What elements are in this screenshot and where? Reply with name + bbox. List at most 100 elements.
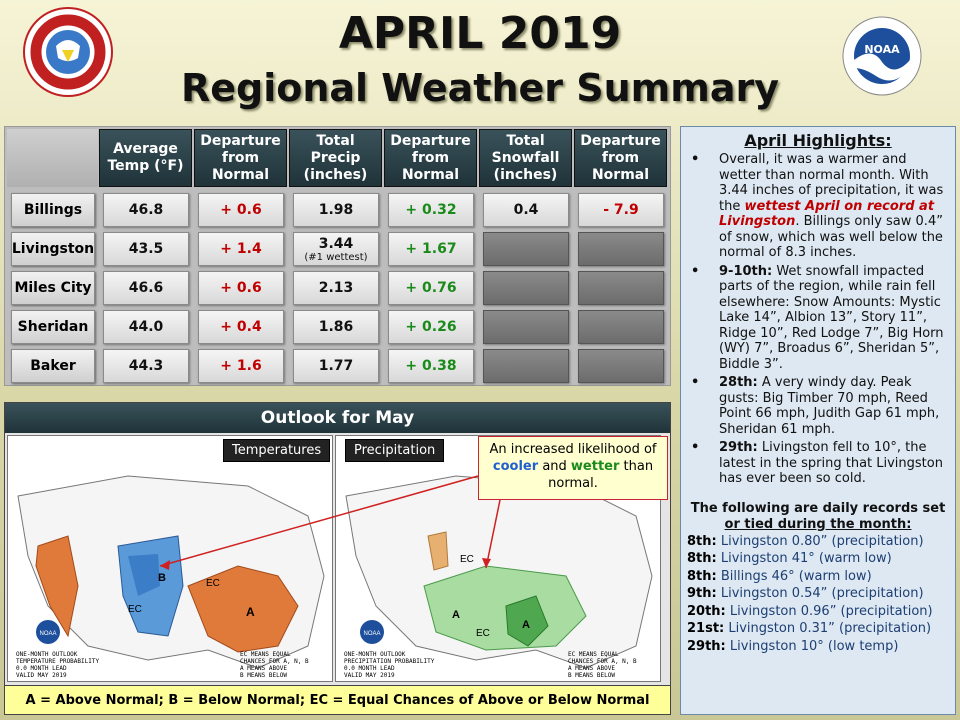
svg-text:A MEANS ABOVE: A MEANS ABOVE: [568, 665, 615, 672]
temp-departure-cell: + 0.6: [198, 271, 284, 305]
snow-departure-cell-empty: [578, 232, 664, 266]
snow-departure-cell: - 7.9: [578, 193, 664, 227]
svg-text:A MEANS ABOVE: A MEANS ABOVE: [240, 665, 287, 672]
svg-text:NOAA: NOAA: [864, 43, 900, 56]
precip-departure-cell: + 0.76: [388, 271, 474, 305]
precip-departure-cell: + 0.38: [388, 349, 474, 383]
svg-text:VALID MAY 2019: VALID MAY 2019: [16, 672, 67, 679]
highlights-title: April Highlights:: [744, 131, 892, 150]
page-title: APRIL 2019: [338, 8, 622, 59]
precip-departure-cell: + 1.67: [388, 232, 474, 266]
temperatures-label: Temperatures: [223, 439, 331, 462]
svg-text:EC MEANS EQUAL: EC MEANS EQUAL: [240, 651, 291, 658]
outlook-panel: Outlook for May B A EC EC NOAA ONE-MONTH…: [4, 402, 671, 715]
climate-summary-table: Average Temp (°F) Departure from Normal …: [4, 126, 671, 386]
column-header-temp-departure: Departure from Normal: [194, 129, 287, 187]
record-item: 8th: Billings 46° (warm low): [687, 568, 872, 584]
wettest-april-note: wettest April on record at Livingston: [719, 198, 935, 230]
avg-temp-cell: 44.3: [103, 349, 189, 383]
svg-text:CHANCES FOR A, N, B: CHANCES FOR A, N, B: [240, 658, 309, 665]
svg-text:CHANCES FOR A, N, B: CHANCES FOR A, N, B: [568, 658, 637, 665]
callout-wetter: wetter: [570, 459, 620, 474]
april-highlights-panel: April Highlights: Overall, it was a warm…: [680, 126, 956, 715]
column-header-total-snowfall: Total Snowfall (inches): [479, 129, 572, 187]
avg-temp-cell: 43.5: [103, 232, 189, 266]
svg-text:EC: EC: [476, 628, 490, 639]
precip-cell: 3.44 (#1 wettest): [293, 232, 379, 266]
svg-text:B MEANS BELOW: B MEANS BELOW: [568, 672, 615, 679]
outlook-title: Outlook for May: [5, 403, 670, 433]
precip-cell: 1.77: [293, 349, 379, 383]
highlight-item: Overall, it was a warmer and wetter than…: [687, 152, 949, 261]
svg-text:B: B: [158, 572, 166, 584]
svg-text:EC: EC: [206, 578, 220, 589]
highlights-list: Overall, it was a warmer and wetter than…: [687, 152, 949, 487]
record-item: 21st: Livingston 0.31” (precipitation): [687, 621, 932, 636]
temp-departure-cell: + 1.4: [198, 232, 284, 266]
svg-text:PRECIPITATION PROBABILITY: PRECIPITATION PROBABILITY: [344, 658, 435, 665]
nws-logo: [22, 6, 114, 98]
record-item: 8th: Livingston 0.80” (precipitation): [687, 533, 924, 549]
city-billings: Billings: [11, 193, 95, 227]
svg-text:ONE-MONTH OUTLOOK: ONE-MONTH OUTLOOK: [344, 651, 406, 658]
city-baker: Baker: [11, 349, 95, 383]
column-header-total-precip: Total Precip (inches): [289, 129, 382, 187]
column-header-snow-departure: Departure from Normal: [574, 129, 667, 187]
table-corner: [7, 129, 98, 187]
highlight-item: 29th: Livingston fell to 10°, the latest…: [687, 440, 949, 487]
svg-text:NOAA: NOAA: [39, 631, 56, 637]
city-miles-city: Miles City: [11, 271, 95, 305]
temp-departure-cell: + 1.6: [198, 349, 284, 383]
callout-and: and: [542, 459, 567, 474]
svg-text:B MEANS BELOW: B MEANS BELOW: [240, 672, 287, 679]
snowfall-cell-empty: [483, 232, 569, 266]
avg-temp-cell: 46.8: [103, 193, 189, 227]
svg-text:EC: EC: [460, 554, 474, 565]
city-livingston: Livingston: [11, 232, 95, 266]
record-item: 8th: Livingston 41° (warm low): [687, 551, 892, 566]
precip-departure-cell: + 0.26: [388, 310, 474, 344]
snowfall-cell: 0.4: [483, 193, 569, 227]
snowfall-cell-empty: [483, 310, 569, 344]
record-item: 9th: Livingston 0.54” (precipitation): [687, 586, 924, 601]
highlight-item: 28th: A very windy day. Peak gusts: Big …: [687, 375, 949, 437]
callout-cooler: cooler: [492, 459, 539, 474]
precip-note: (#1 wettest): [304, 251, 368, 263]
record-item: 20th: Livingston 0.96” (precipitation): [687, 603, 933, 619]
svg-text:A: A: [246, 605, 255, 619]
record-item: 29th: Livingston 10° (low temp): [687, 638, 899, 654]
precip-departure-cell: + 0.32: [388, 193, 474, 227]
outlook-legend: A = Above Normal; B = Below Normal; EC =…: [5, 685, 670, 714]
svg-text:NOAA: NOAA: [363, 631, 380, 637]
avg-temp-cell: 44.0: [103, 310, 189, 344]
callout-text: An increased likelihood of: [489, 442, 657, 457]
svg-text:VALID MAY 2019: VALID MAY 2019: [344, 672, 395, 679]
precip-cell: 1.86: [293, 310, 379, 344]
outlook-callout: An increased likelihood of cooler and we…: [478, 436, 668, 500]
column-header-avg-temp: Average Temp (°F): [99, 129, 192, 187]
temp-departure-cell: + 0.6: [198, 193, 284, 227]
snow-departure-cell-empty: [578, 349, 664, 383]
city-sheridan: Sheridan: [11, 310, 95, 344]
svg-text:TEMPERATURE PROBABILITY: TEMPERATURE PROBABILITY: [16, 658, 99, 665]
precip-cell: 2.13: [293, 271, 379, 305]
svg-text:0.0 MONTH LEAD: 0.0 MONTH LEAD: [344, 665, 395, 672]
precipitation-label: Precipitation: [345, 439, 445, 462]
avg-temp-cell: 46.6: [103, 271, 189, 305]
svg-text:EC: EC: [128, 604, 142, 615]
svg-text:0.0 MONTH LEAD: 0.0 MONTH LEAD: [16, 665, 67, 672]
svg-text:ONE-MONTH OUTLOOK: ONE-MONTH OUTLOOK: [16, 651, 78, 658]
highlight-item: 9-10th: Wet snowfall impacted parts of t…: [687, 264, 949, 373]
snowfall-cell-empty: [483, 271, 569, 305]
page-subtitle: Regional Weather Summary: [180, 66, 780, 110]
snow-departure-cell-empty: [578, 271, 664, 305]
snowfall-cell-empty: [483, 349, 569, 383]
callout-tail: than normal.: [548, 459, 654, 491]
svg-text:EC MEANS EQUAL: EC MEANS EQUAL: [568, 651, 619, 658]
noaa-logo: NOAA: [842, 16, 934, 108]
svg-text:A: A: [452, 609, 460, 621]
precip-cell: 1.98: [293, 193, 379, 227]
column-header-precip-departure: Departure from Normal: [384, 129, 477, 187]
records-title: The following are daily records set or t…: [690, 500, 946, 532]
